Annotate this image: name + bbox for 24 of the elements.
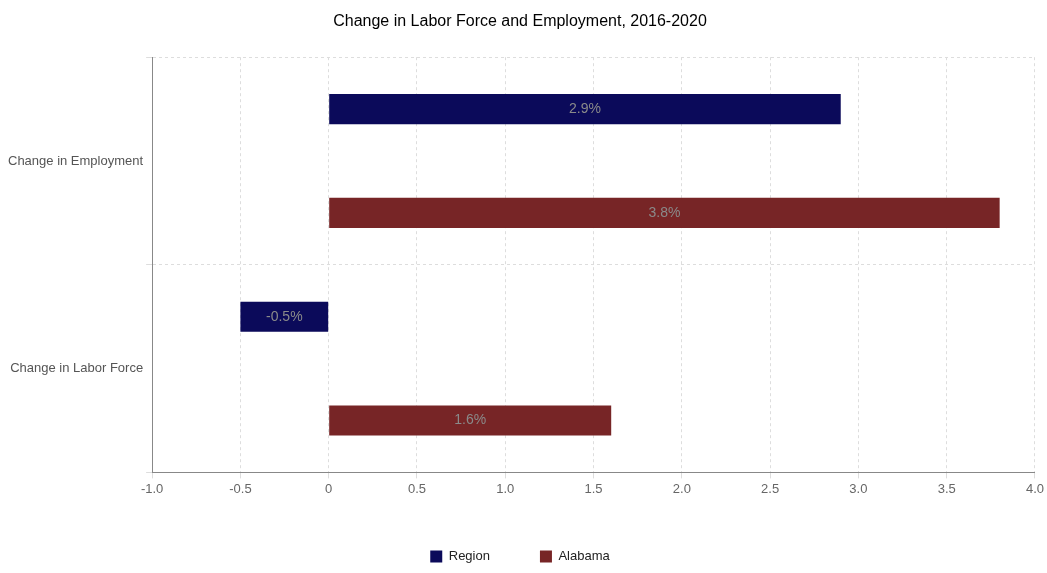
legend-label: Alabama [558, 548, 611, 564]
data-label: 3.8% [648, 203, 681, 220]
x-tick-label: 2.5 [761, 480, 780, 496]
chart-title: Change in Labor Force and Employment, 2016-2020 [333, 12, 707, 30]
y-tick-label: Change in Employment [7, 152, 144, 168]
x-tick-label: 1.0 [496, 480, 515, 496]
x-tick-label: 3.5 [937, 480, 956, 496]
x-tick-label: 3.0 [849, 480, 868, 496]
data-label: -0.5% [266, 307, 303, 324]
x-tick-label: 0 [325, 480, 333, 496]
x-tick-label: 2.0 [672, 480, 691, 496]
data-label: 2.9% [569, 99, 601, 116]
bar [329, 94, 841, 125]
bar [240, 301, 329, 332]
x-tick-label: -1.0 [140, 480, 164, 496]
bar [329, 405, 612, 436]
data-label: 1.6% [454, 411, 487, 428]
x-tick-label: 4.0 [1025, 480, 1044, 496]
x-tick-label: 0.5 [407, 480, 427, 496]
y-tick-label: Change in Labor Force [10, 360, 144, 376]
legend-label: Region [448, 548, 490, 564]
x-tick-label: -0.5 [229, 480, 252, 496]
bar [329, 197, 1000, 228]
x-tick-label: 1.5 [584, 480, 603, 496]
